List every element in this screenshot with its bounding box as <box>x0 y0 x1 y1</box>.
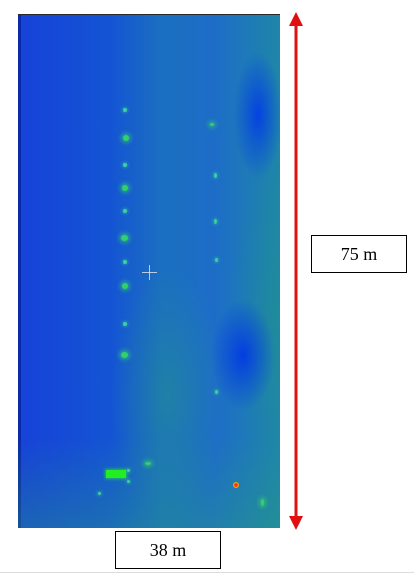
width-label: 38 m <box>115 531 221 569</box>
footer-divider <box>0 572 414 573</box>
map-left-edge <box>18 15 21 528</box>
map-bottom-gradient <box>18 438 280 528</box>
hotspot-dot <box>98 492 101 495</box>
hotspot-dot <box>123 260 127 264</box>
hotspot-dot <box>214 219 217 224</box>
hotspot-dot <box>121 235 128 241</box>
hotspot-dot <box>145 462 151 465</box>
hotspot-dot <box>127 469 130 472</box>
hotspot-dot <box>122 185 128 191</box>
height-label: 75 m <box>311 235 407 273</box>
hotspot-dot <box>121 352 128 358</box>
hotspot-red <box>233 482 239 488</box>
hotspot-rectangle <box>106 470 126 478</box>
hotspot-dot <box>215 390 218 394</box>
crosshair-icon <box>142 265 157 280</box>
hotspot-dot <box>123 209 127 213</box>
hotspot-dot <box>261 499 264 506</box>
hotspot-dot <box>123 163 127 167</box>
hotspot-dot <box>215 258 218 262</box>
arrow-up-icon <box>289 12 303 26</box>
height-dimension-arrow <box>289 12 303 530</box>
thermal-map <box>18 14 280 528</box>
arrow-down-icon <box>289 516 303 530</box>
hotspot-dot <box>123 108 127 112</box>
hotspot-dot <box>123 135 129 141</box>
hotspot-dot <box>123 322 127 326</box>
hotspot-dot <box>214 173 217 178</box>
hotspot-dot <box>127 480 130 483</box>
hotspot-dot <box>210 123 214 126</box>
hotspot-dot <box>122 283 128 289</box>
